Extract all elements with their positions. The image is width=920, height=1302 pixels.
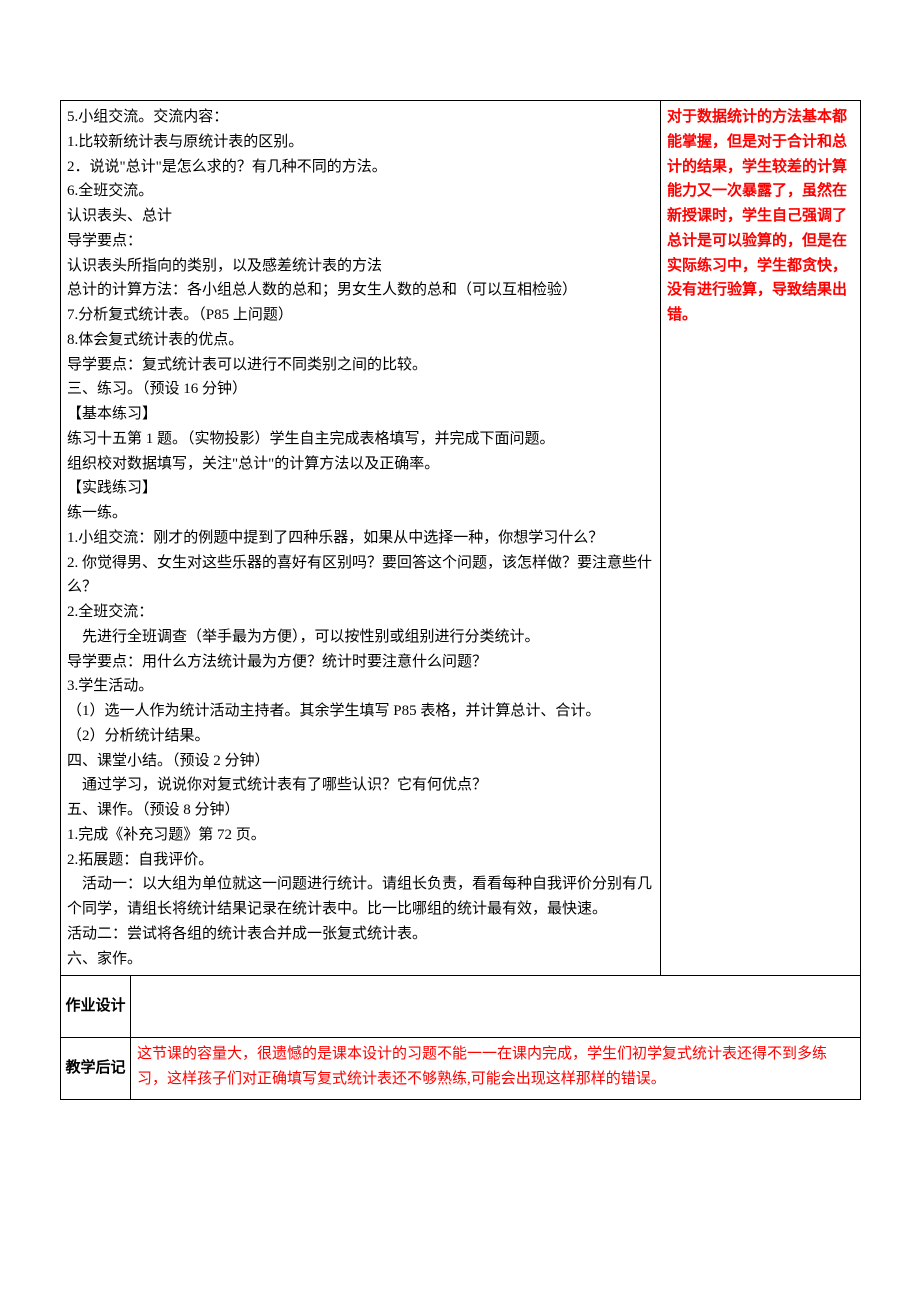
content-line: 六、家作。 [67, 947, 654, 972]
content-line: 先进行全班调查（举手最为方便），可以按性别或组别进行分类统计。 [67, 625, 654, 650]
content-line: 2.拓展题：自我评价。 [67, 848, 654, 873]
content-line: 1.小组交流：刚才的例题中提到了四种乐器，如果从中选择一种，你想学习什么？ [67, 526, 654, 551]
content-line: 认识表头所指向的类别，以及感差统计表的方法 [67, 254, 654, 279]
lesson-plan-page: 5.小组交流。交流内容：1.比较新统计表与原统计表的区别。2．说说"总计"是怎么… [0, 0, 920, 1302]
reflection-row: 教学后记 这节课的容量大，很遗憾的是课本设计的习题不能一一在课内完成，学生们初学… [61, 1038, 861, 1100]
content-line: 2．说说"总计"是怎么求的？有几种不同的方法。 [67, 155, 654, 180]
content-line: 认识表头、总计 [67, 204, 654, 229]
content-line: 3.学生活动。 [67, 674, 654, 699]
content-line: 2.全班交流： [67, 600, 654, 625]
homework-label: 作业设计 [61, 976, 131, 1038]
content-line: 1.比较新统计表与原统计表的区别。 [67, 130, 654, 155]
homework-content [131, 976, 861, 1038]
content-line: 导学要点： [67, 229, 654, 254]
lesson-plan-table: 5.小组交流。交流内容：1.比较新统计表与原统计表的区别。2．说说"总计"是怎么… [60, 100, 861, 1100]
content-line: 练习十五第 1 题。（实物投影）学生自主完成表格填写，并完成下面问题。 [67, 427, 654, 452]
content-line: 练一练。 [67, 501, 654, 526]
content-line: 1.完成《补充习题》第 72 页。 [67, 823, 654, 848]
side-note-cell: 对于数据统计的方法基本都能掌握，但是对于合计和总计的结果，学生较差的计算能力又一… [661, 101, 861, 976]
content-line: 活动二：尝试将各组的统计表合并成一张复式统计表。 [67, 922, 654, 947]
content-line: （1）选一人作为统计活动主持者。其余学生填写 P85 表格，并计算总计、合计。 [67, 699, 654, 724]
content-line: 7.分析复式统计表。（P85 上问题） [67, 303, 654, 328]
content-line: 总计的计算方法：各小组总人数的总和；男女生人数的总和（可以互相检验） [67, 278, 654, 303]
content-line: 2. 你觉得男、女生对这些乐器的喜好有区别吗？要回答这个问题，该怎样做？要注意些… [67, 551, 654, 601]
content-body: 5.小组交流。交流内容：1.比较新统计表与原统计表的区别。2．说说"总计"是怎么… [67, 105, 654, 971]
side-note-text: 对于数据统计的方法基本都能掌握，但是对于合计和总计的结果，学生较差的计算能力又一… [667, 105, 854, 328]
content-line: 导学要点：用什么方法统计最为方便？统计时要注意什么问题？ [67, 650, 654, 675]
reflection-content: 这节课的容量大，很遗憾的是课本设计的习题不能一一在课内完成，学生们初学复式统计表… [131, 1038, 861, 1100]
homework-row: 作业设计 [61, 976, 861, 1038]
content-line: 五、课作。（预设 8 分钟） [67, 798, 654, 823]
content-line: 8.体会复式统计表的优点。 [67, 328, 654, 353]
content-line: 四、课堂小结。（预设 2 分钟） [67, 749, 654, 774]
content-line: 三、练习。（预设 16 分钟） [67, 377, 654, 402]
content-line: 通过学习，说说你对复式统计表有了哪些认识？它有何优点？ [67, 773, 654, 798]
content-line: 6.全班交流。 [67, 179, 654, 204]
reflection-label: 教学后记 [61, 1038, 131, 1100]
content-line: 5.小组交流。交流内容： [67, 105, 654, 130]
content-line: 【实践练习】 [67, 476, 654, 501]
content-line: 【基本练习】 [67, 402, 654, 427]
main-content-row: 5.小组交流。交流内容：1.比较新统计表与原统计表的区别。2．说说"总计"是怎么… [61, 101, 861, 976]
content-line: 导学要点：复式统计表可以进行不同类别之间的比较。 [67, 353, 654, 378]
content-line: （2）分析统计结果。 [67, 724, 654, 749]
content-line: 活动一：以大组为单位就这一问题进行统计。请组长负责，看看每种自我评价分别有几个同… [67, 872, 654, 922]
content-line: 组织校对数据填写，关注"总计"的计算方法以及正确率。 [67, 452, 654, 477]
main-content-cell: 5.小组交流。交流内容：1.比较新统计表与原统计表的区别。2．说说"总计"是怎么… [61, 101, 661, 976]
